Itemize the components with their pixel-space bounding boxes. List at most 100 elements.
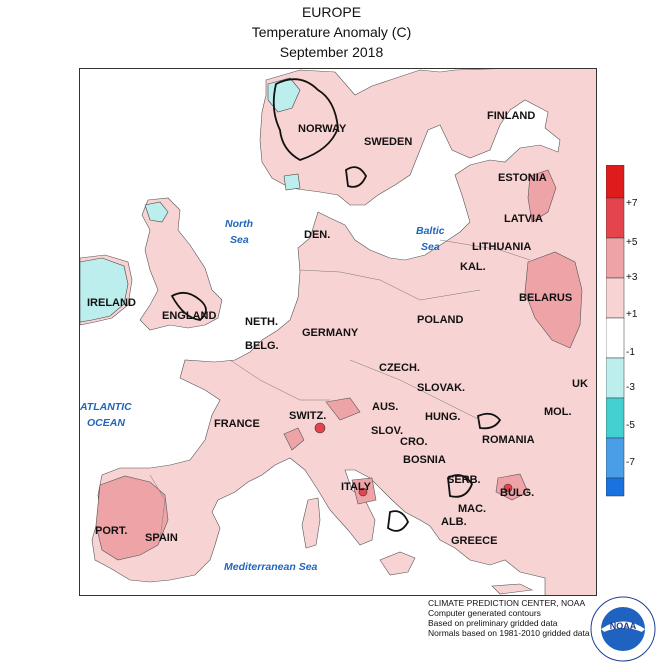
label-norway: NORWAY: [298, 123, 347, 135]
label-mac: MAC.: [458, 503, 486, 515]
warm-belarus: [524, 251, 583, 349]
label-med: Mediterranean Sea: [224, 561, 318, 573]
label-kal: KAL.: [460, 261, 486, 273]
anomaly-map: FINLAND SWEDEN NORWAY ESTONIA LATVIA LIT…: [79, 68, 597, 596]
contour-romania: [476, 412, 502, 430]
label-spain: SPAIN: [145, 532, 178, 544]
map-frame: [79, 68, 597, 596]
zero-contours: [170, 78, 502, 532]
label-north-sea-1: North: [225, 218, 253, 230]
land-great-britain: [139, 197, 223, 331]
credit-line-2: Computer generated contours: [428, 608, 541, 618]
label-north-sea-2: Sea: [230, 234, 249, 246]
contour-serbia: [447, 474, 474, 498]
label-czech: CZECH.: [379, 362, 420, 374]
colorbar-label-plus7: +7: [626, 198, 638, 209]
label-atlantic-2: OCEAN: [87, 417, 125, 429]
land-sicily: [379, 551, 416, 576]
label-lithuania: LITHUANIA: [472, 241, 531, 253]
warm-baltic: [527, 169, 557, 223]
colorbar-minus3-minus1: [606, 357, 625, 399]
colorbar-label-minus1: -1: [626, 347, 635, 358]
label-alb: ALB.: [441, 516, 467, 528]
border-3: [229, 359, 330, 401]
colorbar-plus1-3: [606, 277, 625, 319]
label-aus: AUS.: [372, 401, 398, 413]
title-variable: Temperature Anomaly (C): [251, 24, 412, 40]
contour-england: [170, 291, 207, 321]
borders: [149, 239, 531, 541]
label-baltic-2: Sea: [421, 241, 440, 253]
label-atlantic-1: ATLANTIC: [79, 401, 132, 413]
colorbar-minus7-minus5: [606, 437, 625, 479]
colorbar-minus5-minus3: [606, 397, 625, 439]
colorbar-minus1-plus1: [606, 317, 625, 359]
label-uk: UK: [572, 378, 588, 390]
title-period: September 2018: [279, 44, 384, 60]
label-sweden: SWEDEN: [364, 136, 412, 148]
warm-alps: [325, 397, 361, 421]
label-mol: MOL.: [544, 406, 572, 418]
colorbar-above-7: [606, 165, 625, 199]
colorbar-label-minus7: -7: [626, 457, 635, 468]
label-latvia: LATVIA: [504, 213, 543, 225]
colorbar-plus5-7: [606, 197, 625, 239]
contour-sweden-south: [345, 166, 368, 188]
country-labels: FINLAND SWEDEN NORWAY ESTONIA LATVIA LIT…: [87, 110, 588, 547]
water-labels: North Sea Baltic Sea ATLANTIC OCEAN Medi…: [79, 218, 445, 573]
border-4: [349, 359, 481, 421]
label-finland: FINLAND: [487, 110, 535, 122]
land-sardinia: [301, 497, 321, 549]
contour-italy: [387, 510, 410, 532]
label-slov: SLOV.: [371, 425, 403, 437]
border-1: [299, 269, 381, 281]
hot-spot-italy: [358, 487, 368, 497]
label-neth: NETH.: [245, 316, 278, 328]
label-poland: POLAND: [417, 314, 464, 326]
label-port: PORT.: [95, 525, 127, 537]
label-hung: HUNG.: [425, 411, 460, 423]
label-estonia: ESTONIA: [498, 172, 547, 184]
hot-spot-bulgaria: [503, 483, 513, 493]
credits: CLIMATE PREDICTION CENTER, NOAA Computer…: [428, 598, 590, 638]
label-bosnia: BOSNIA: [403, 454, 446, 466]
border-5: [439, 239, 531, 261]
colorbar-label-minus3: -3: [626, 382, 635, 393]
label-romania: ROMANIA: [482, 434, 535, 446]
land-crete: [491, 583, 534, 595]
colorbar-label-plus5: +5: [626, 237, 638, 248]
label-ireland: IRELAND: [87, 297, 136, 309]
label-slovak: SLOVAK.: [417, 382, 465, 394]
colorbar-label-plus3: +3: [626, 272, 638, 283]
border-6: [149, 474, 166, 541]
label-den: DEN.: [304, 229, 330, 241]
colorbar-plus3-5: [606, 237, 625, 279]
border-2: [379, 279, 481, 301]
contour-norway: [272, 78, 339, 161]
warm-iberia: [95, 475, 169, 561]
label-cro: CRO.: [400, 436, 428, 448]
cool-scotland: [144, 201, 169, 223]
label-bulg: BULG.: [500, 487, 534, 499]
warm-anomaly-layer: [95, 169, 583, 561]
label-england: ENGLAND: [162, 310, 216, 322]
title-block: EUROPE Temperature Anomaly (C) September…: [0, 2, 663, 62]
label-serb: SERB.: [447, 474, 481, 486]
label-belg: BELG.: [245, 340, 279, 352]
cool-ireland: [79, 257, 129, 323]
label-italy: ITALY: [341, 481, 372, 493]
colorbar-below-minus7: [606, 477, 625, 497]
title-region: EUROPE: [301, 4, 362, 20]
label-belarus: BELARUS: [519, 292, 572, 304]
cool-norway-south: [283, 173, 301, 191]
credit-line-3: Based on preliminary gridded data: [428, 618, 558, 628]
label-baltic-1: Baltic: [416, 225, 445, 237]
label-switz: SWITZ.: [289, 410, 326, 422]
colorbar-label-plus1: +1: [626, 309, 638, 320]
warm-switzerland: [283, 427, 305, 451]
colorbar-label-minus5: -5: [626, 420, 635, 431]
hot-spot-alps: [314, 422, 326, 434]
cool-anomaly-layer: [79, 77, 301, 323]
credit-line-4: Normals based on 1981-2010 gridded data: [428, 628, 590, 638]
land-continent: [91, 68, 597, 596]
